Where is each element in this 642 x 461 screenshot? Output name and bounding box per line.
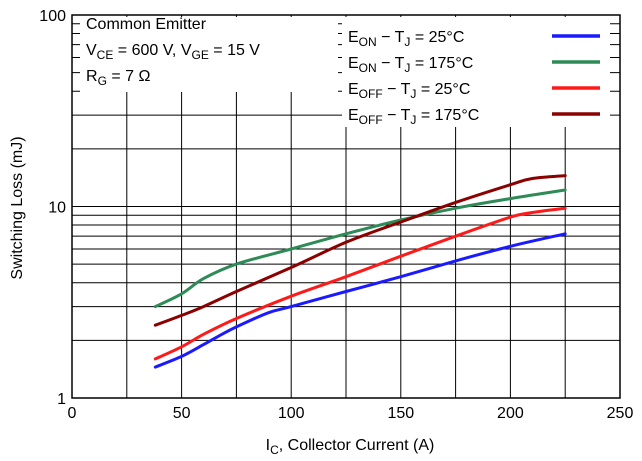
test-conditions: Common Emitter VCE = 600 V, VGE = 15 V R… (80, 16, 338, 92)
series-line-3 (153, 206, 567, 361)
x-axis-label: IC, Collector Current (A) (266, 437, 435, 457)
annotation-line-1: Common Emitter (86, 16, 207, 33)
legend-label-1: EON − TJ = 25°C (348, 29, 464, 49)
annotation-background (80, 17, 338, 92)
annotation-line-2: VCE = 600 V, VGE = 15 V (86, 42, 260, 62)
y-tick-label: 100 (39, 8, 66, 25)
series-line-4 (153, 174, 567, 327)
series-line-2 (153, 188, 567, 309)
x-tick-label: 200 (497, 405, 524, 422)
series-lines (153, 174, 567, 369)
series-line-1 (153, 232, 567, 369)
x-tick-label: 50 (173, 405, 191, 422)
legend-label-2: EON − TJ = 175°C (348, 55, 473, 75)
tick-labels: 0 50 100 150 200 250 1 10 100 (39, 8, 633, 422)
x-tick-label: 0 (68, 405, 77, 422)
annotation-line-3: RG = 7 Ω (86, 68, 150, 88)
plot-frame (71, 14, 621, 399)
x-tick-label: 250 (607, 405, 634, 422)
x-tick-label: 100 (278, 405, 305, 422)
legend-label-3: EOFF − TJ = 25°C (348, 81, 470, 101)
y-tick-label: 1 (57, 391, 66, 408)
legend: EON − TJ = 25°C EON − TJ = 175°C EOFF − TJ… (342, 17, 610, 127)
y-axis-label: Switching Loss (mJ) (9, 136, 26, 279)
x-tick-label: 150 (387, 405, 414, 422)
legend-label-4: EOFF − TJ = 175°C (348, 107, 479, 127)
y-tick-label: 10 (48, 200, 66, 217)
